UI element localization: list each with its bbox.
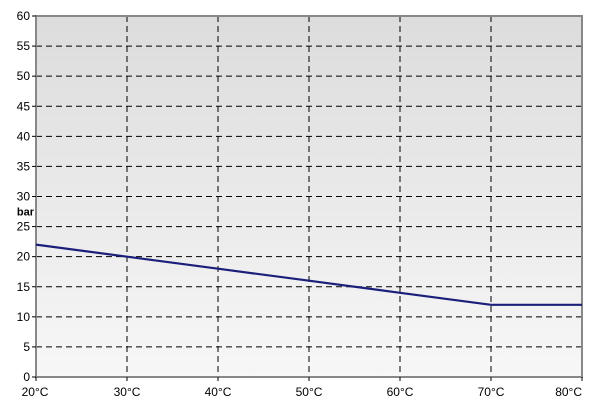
y-axis-label: bar xyxy=(17,207,35,219)
x-tick-label: 40°C xyxy=(205,385,232,399)
y-tick-label: 40 xyxy=(17,129,31,143)
x-tick-label: 50°C xyxy=(296,385,323,399)
y-tick-label: 50 xyxy=(17,69,31,83)
grid-lines xyxy=(36,16,582,377)
y-tick-label: 25 xyxy=(17,220,31,234)
x-tick-label: 80°C xyxy=(555,385,582,399)
x-tick-label: 60°C xyxy=(387,385,414,399)
y-tick-label: 45 xyxy=(17,99,31,113)
x-tick-label: 20°C xyxy=(22,385,49,399)
y-tick-label: 5 xyxy=(23,340,30,354)
y-axis: 0 5 10 15 20 25 30 35 40 45 50 55 60 xyxy=(17,9,36,384)
x-tick-label: 30°C xyxy=(114,385,141,399)
y-tick-label: 55 xyxy=(17,39,31,53)
y-tick-label: 0 xyxy=(23,370,30,384)
y-tick-label: 15 xyxy=(17,280,31,294)
x-tick-label: 70°C xyxy=(478,385,505,399)
y-tick-label: 20 xyxy=(17,250,31,264)
y-tick-label: 60 xyxy=(17,9,31,23)
series-group xyxy=(35,243,583,306)
x-axis: 20°C 30°C 40°C 50°C 60°C 70°C 80°C xyxy=(22,377,583,399)
y-tick-label: 35 xyxy=(17,159,31,173)
y-tick-label: 30 xyxy=(17,190,31,204)
y-tick-label: 10 xyxy=(17,310,31,324)
